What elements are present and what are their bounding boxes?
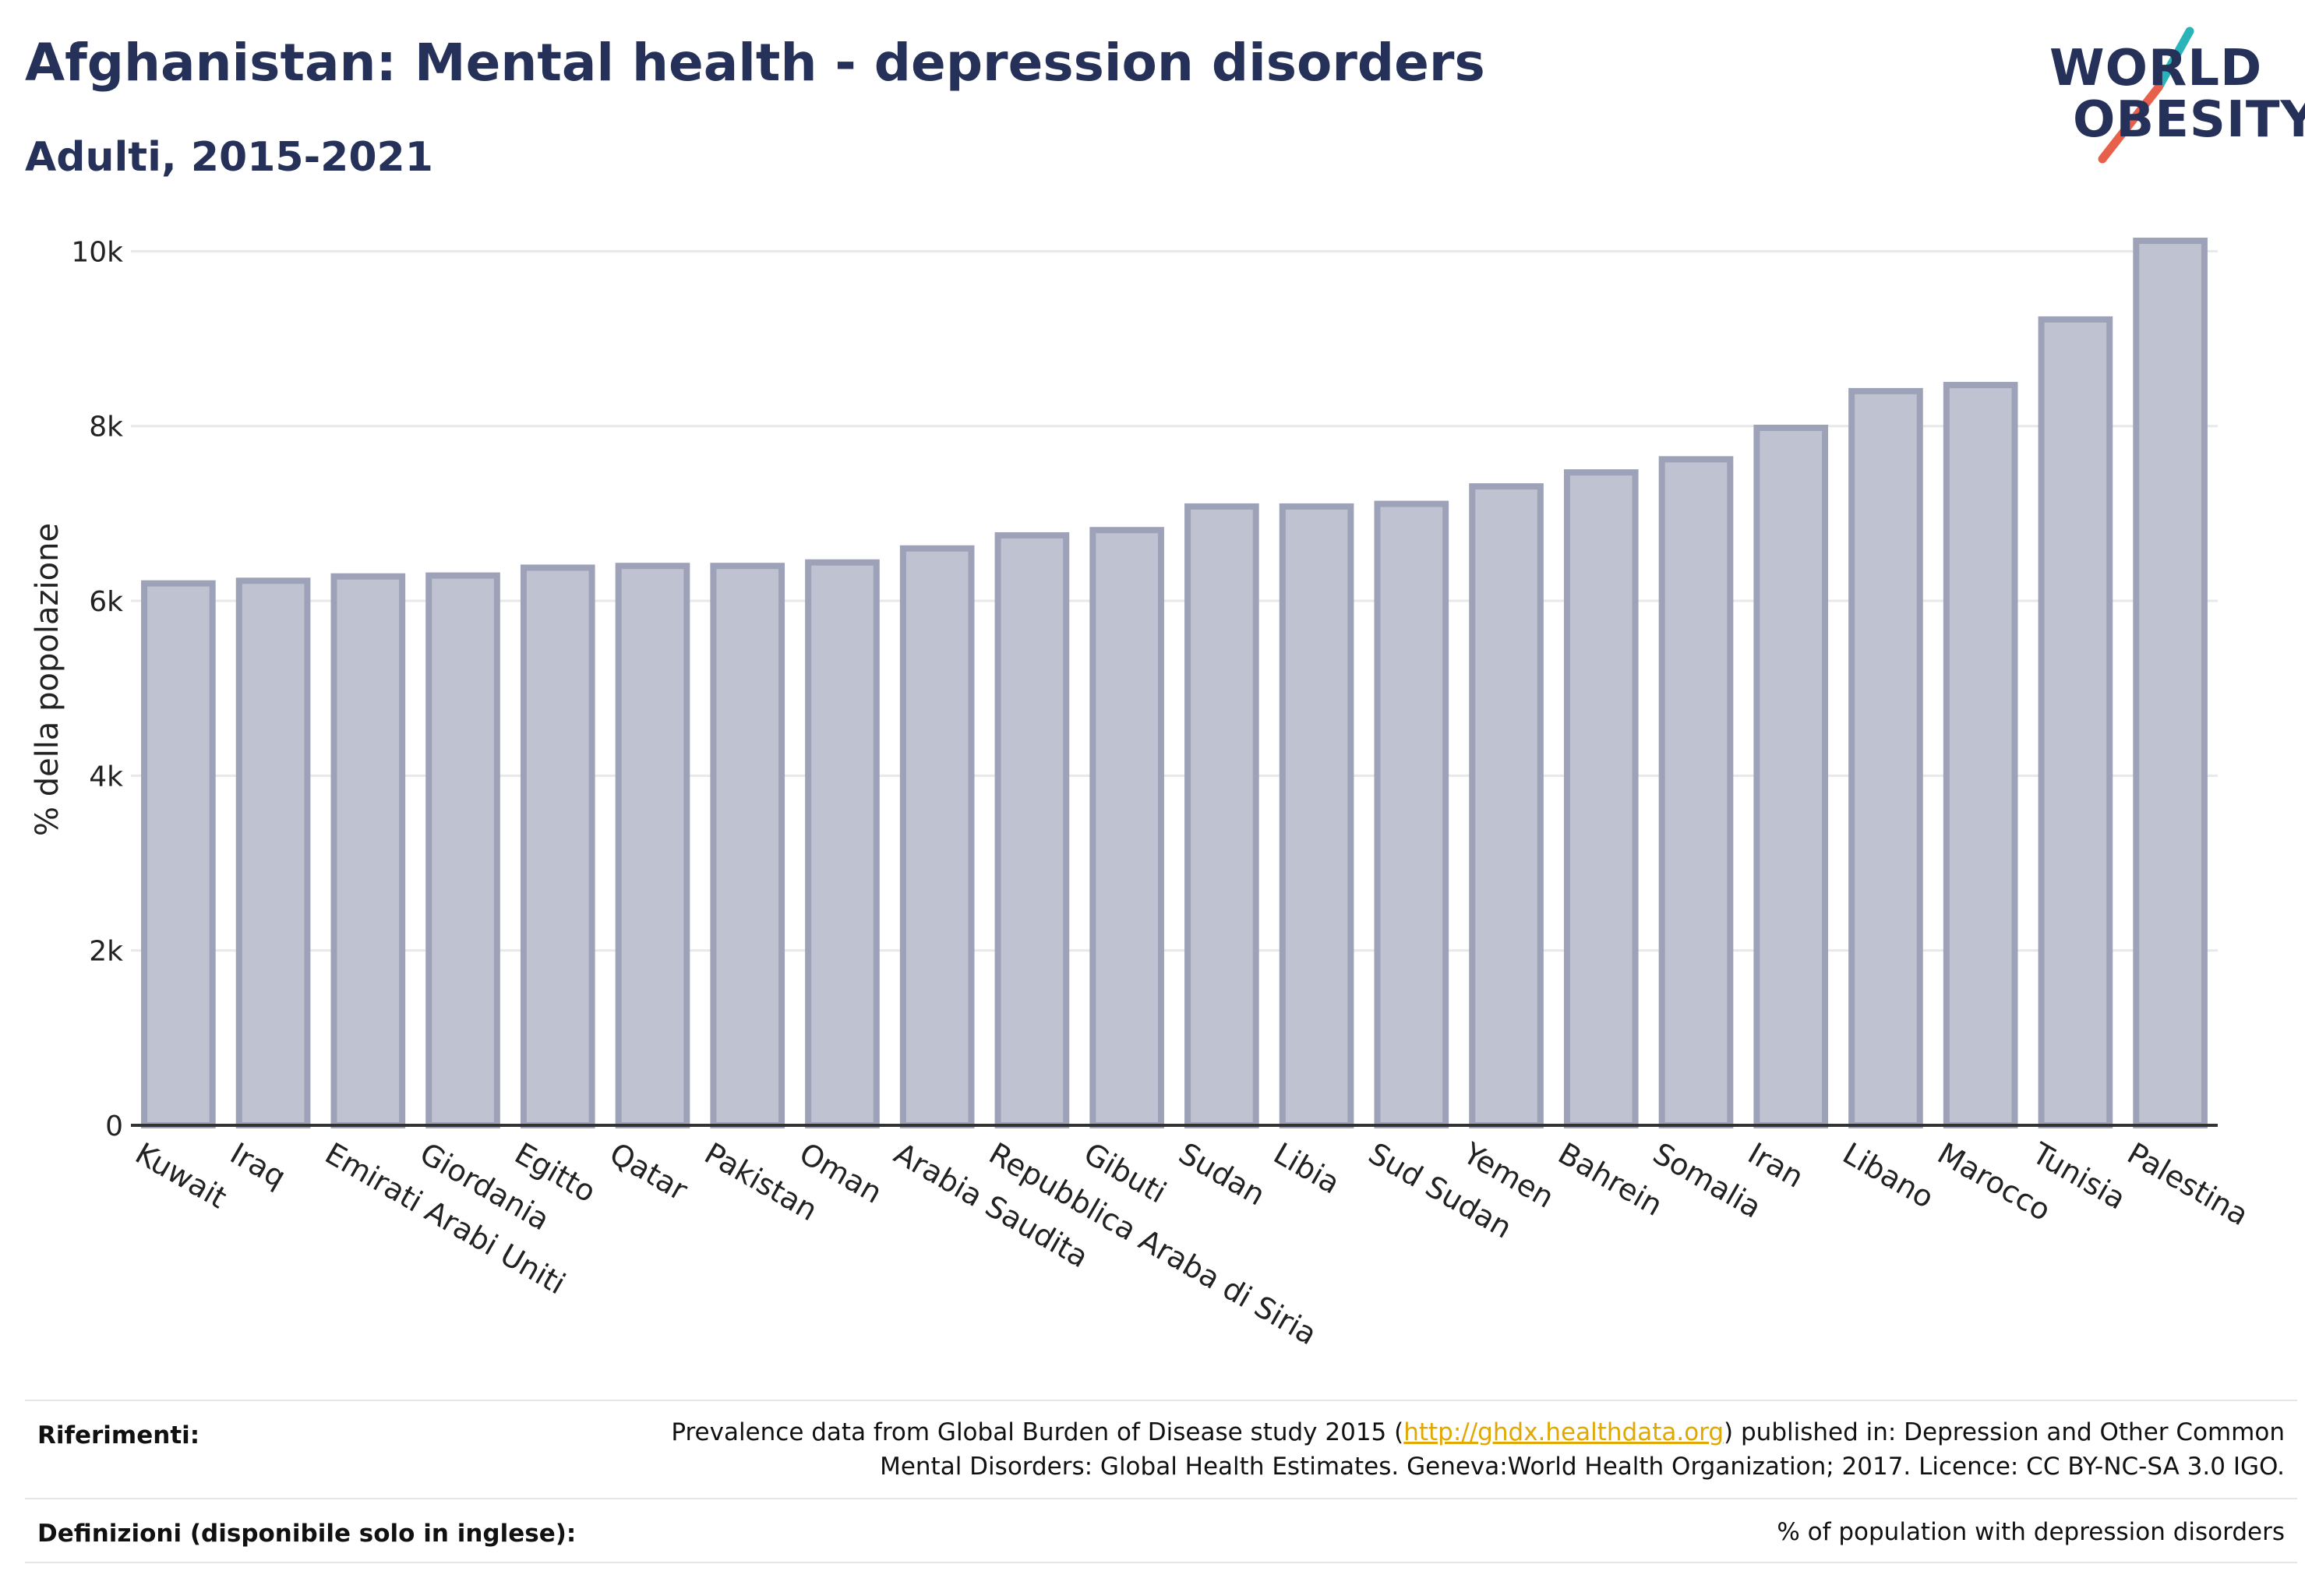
x-tick-label: Sudan: [1173, 1136, 1271, 1213]
x-tick-label: Libia: [1268, 1136, 1346, 1201]
definitions-row: Definizioni (disponibile solo in inglese…: [25, 1498, 2297, 1560]
y-tick-label: 10k: [71, 236, 123, 268]
bar: [141, 580, 216, 1128]
chart-title: Afghanistan: Mental health - depression …: [25, 33, 1485, 93]
chart-subtitle: Adulti, 2015-2021: [25, 134, 433, 181]
bar: [2133, 237, 2208, 1128]
x-tick-label: Iraq: [224, 1136, 291, 1195]
bar: [1374, 500, 1449, 1128]
y-tick-label: 8k: [89, 411, 123, 443]
bar: [1279, 503, 1354, 1128]
bar: [1184, 503, 1259, 1128]
footer-divider-bottom: [25, 1562, 2297, 1563]
x-tick-label: Qatar: [604, 1136, 694, 1208]
bar: [235, 577, 311, 1128]
bar-chart: 0 2k 4k 6k 8k 10k % della popolazione KuwaitIra…: [30, 236, 2254, 1351]
definitions-label: Definizioni (disponibile solo in inglese…: [37, 1520, 577, 1548]
x-tick-label: Bahrein: [1552, 1136, 1668, 1223]
bar: [1563, 469, 1639, 1128]
logo-text-obesity: OBESITY: [2073, 91, 2305, 149]
footer-divider-middle: [25, 1498, 2297, 1499]
logo-text-world: WORLD: [2049, 40, 2263, 97]
x-tick-label: Libano: [1837, 1136, 1940, 1215]
references-text-pre: Prevalence data from Global Burden of Di…: [671, 1418, 1404, 1446]
bar: [615, 563, 690, 1128]
y-tick-label: 4k: [89, 761, 123, 793]
y-tick-label: 6k: [89, 586, 123, 618]
x-tick-label: Palestina: [2122, 1136, 2254, 1233]
references-row: Riferimenti: Prevalence data from Global…: [25, 1400, 2297, 1499]
definitions-text: % of population with depression disorder…: [1777, 1518, 2285, 1546]
y-tick-label: 0: [105, 1110, 123, 1142]
bar: [710, 563, 785, 1128]
references-label: Riferimenti:: [37, 1421, 200, 1449]
logo-slash-icon: [2098, 26, 2194, 164]
bar: [1658, 456, 1734, 1128]
y-axis-label: % della popolazione: [30, 523, 65, 836]
bar: [1848, 387, 1923, 1129]
bar: [1469, 483, 1544, 1128]
bar: [425, 572, 500, 1128]
bar: [1943, 382, 2018, 1128]
references-link[interactable]: http://ghdx.healthdata.org: [1403, 1418, 1724, 1446]
references-text-post: ) published in: Depression and Other Com…: [1724, 1418, 2285, 1446]
y-tick-label: 2k: [89, 936, 123, 968]
references-text-line2: Mental Disorders: Global Health Estimate…: [880, 1453, 2285, 1481]
bar: [1089, 527, 1164, 1128]
bar: [899, 545, 975, 1128]
bar: [1753, 424, 1829, 1128]
bar: [520, 564, 595, 1128]
footer-divider-top: [25, 1400, 2297, 1401]
x-tick-label: Kuwait: [129, 1136, 232, 1216]
x-tick-label: Somalia: [1647, 1136, 1767, 1225]
world-obesity-logo: WORLD OBESITY: [2034, 23, 2305, 171]
bar: [994, 531, 1070, 1128]
bar: [805, 559, 880, 1128]
references-text: Prevalence data from Global Burden of Di…: [648, 1415, 2285, 1484]
bar: [330, 573, 406, 1128]
bar: [2038, 316, 2113, 1129]
